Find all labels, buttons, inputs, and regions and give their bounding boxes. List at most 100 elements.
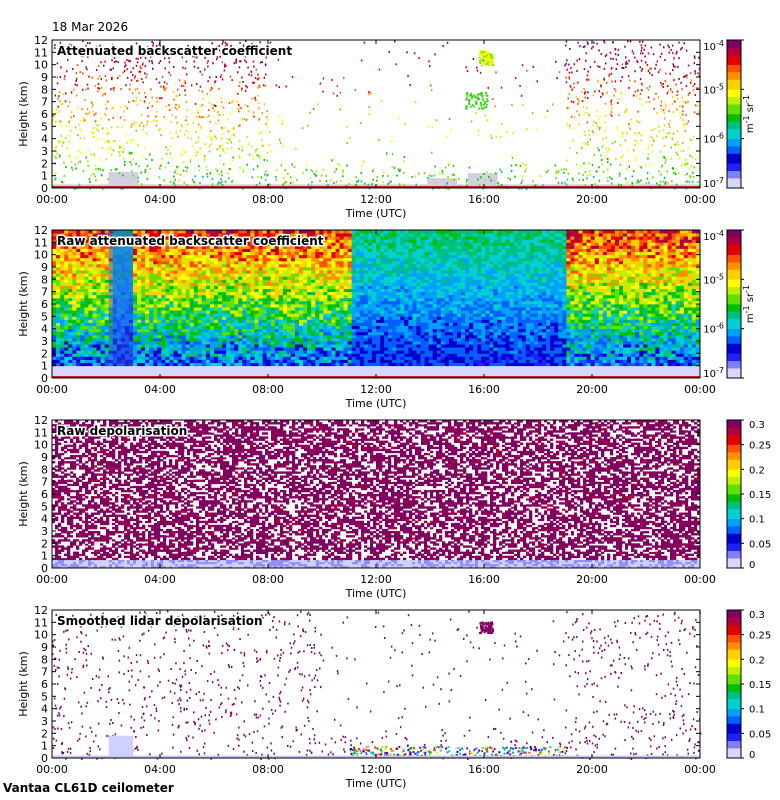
data-pixel: [361, 164, 363, 166]
data-pixel: [105, 335, 110, 339]
data-pixel: [599, 127, 601, 129]
data-pixel: [238, 356, 243, 360]
data-pixel: [194, 249, 199, 253]
data-pixel: [526, 168, 528, 170]
data-pixel: [169, 338, 174, 342]
data-pixel: [238, 273, 243, 277]
data-pixel: [583, 106, 585, 108]
data-pixel: [60, 319, 65, 323]
data-pixel: [145, 304, 150, 308]
data-pixel: [427, 177, 429, 179]
data-pixel: [253, 168, 255, 170]
data-pixel: [573, 128, 575, 130]
data-pixel: [607, 161, 609, 163]
data-pixel: [229, 168, 231, 170]
data-pixel: [585, 60, 587, 62]
data-pixel: [597, 125, 599, 127]
data-pixel: [80, 230, 85, 234]
data-pixel: [283, 252, 288, 256]
data-pixel: [238, 108, 240, 110]
data-pixel: [72, 68, 74, 70]
data-pixel: [226, 313, 231, 317]
data-pixel: [210, 130, 212, 132]
data-pixel: [250, 252, 255, 256]
data-pixel: [197, 67, 199, 69]
data-pixel: [64, 332, 69, 336]
data-pixel: [283, 282, 288, 286]
data-pixel: [65, 166, 67, 168]
data-pixel: [186, 184, 188, 186]
data-pixel: [194, 261, 199, 265]
data-pixel: [355, 176, 357, 178]
data-pixel: [265, 85, 267, 87]
data-pixel: [627, 63, 629, 65]
data-pixel: [165, 252, 170, 256]
data-pixel: [569, 93, 571, 95]
data-pixel: [250, 363, 255, 367]
data-pixel: [242, 304, 247, 308]
data-pixel: [291, 350, 296, 354]
data-pixel: [242, 286, 247, 290]
data-pixel: [222, 267, 227, 271]
data-pixel: [78, 124, 80, 126]
data-pixel: [76, 356, 81, 360]
data-pixel: [101, 261, 106, 265]
data-pixel: [238, 249, 243, 253]
data-pixel: [194, 316, 199, 320]
data-pixel: [255, 363, 260, 367]
data-pixel: [52, 347, 57, 351]
data-pixel: [210, 310, 215, 314]
data-pixel: [198, 366, 203, 370]
data-pixel: [475, 112, 477, 114]
data-pixel: [398, 169, 400, 171]
data-pixel: [383, 181, 385, 183]
data-pixel: [600, 116, 602, 118]
data-pixel: [214, 316, 219, 320]
data-pixel: [218, 347, 223, 351]
data-pixel: [137, 255, 142, 259]
data-pixel: [145, 276, 150, 280]
data-pixel: [105, 356, 110, 360]
data-pixel: [291, 319, 296, 323]
data-pixel: [52, 286, 57, 290]
data-pixel: [439, 172, 441, 174]
data-pixel: [182, 149, 184, 151]
data-pixel: [124, 66, 126, 68]
data-pixel: [178, 323, 183, 327]
data-pixel: [263, 267, 268, 271]
data-pixel: [202, 341, 207, 345]
data-pixel: [194, 338, 199, 342]
data-pixel: [202, 363, 207, 367]
data-pixel: [52, 261, 57, 265]
data-pixel: [520, 165, 522, 167]
data-pixel: [479, 58, 481, 60]
data-pixel: [93, 335, 98, 339]
colorbar-swatch: [727, 97, 741, 100]
colorbar-swatch: [727, 102, 741, 105]
data-pixel: [106, 159, 108, 161]
data-pixel: [364, 42, 366, 44]
data-pixel: [616, 59, 618, 61]
data-pixel: [606, 82, 608, 84]
data-pixel: [149, 279, 154, 283]
data-pixel: [264, 174, 266, 176]
data-pixel: [204, 159, 206, 161]
data-pixel: [133, 338, 138, 342]
data-pixel: [207, 62, 209, 64]
data-pixel: [636, 60, 638, 62]
data-pixel: [230, 366, 235, 370]
data-pixel: [190, 332, 195, 336]
data-pixel: [173, 66, 175, 68]
data-pixel: [396, 175, 398, 177]
data-pixel: [220, 155, 222, 157]
data-pixel: [218, 298, 223, 302]
data-pixel: [101, 353, 106, 357]
data-pixel: [101, 279, 106, 283]
data-pixel: [427, 126, 429, 128]
data-pixel: [145, 344, 150, 348]
data-pixel: [234, 307, 239, 311]
data-pixel: [105, 286, 110, 290]
data-pixel: [234, 292, 239, 296]
data-pixel: [360, 122, 362, 124]
data-pixel: [137, 279, 142, 283]
